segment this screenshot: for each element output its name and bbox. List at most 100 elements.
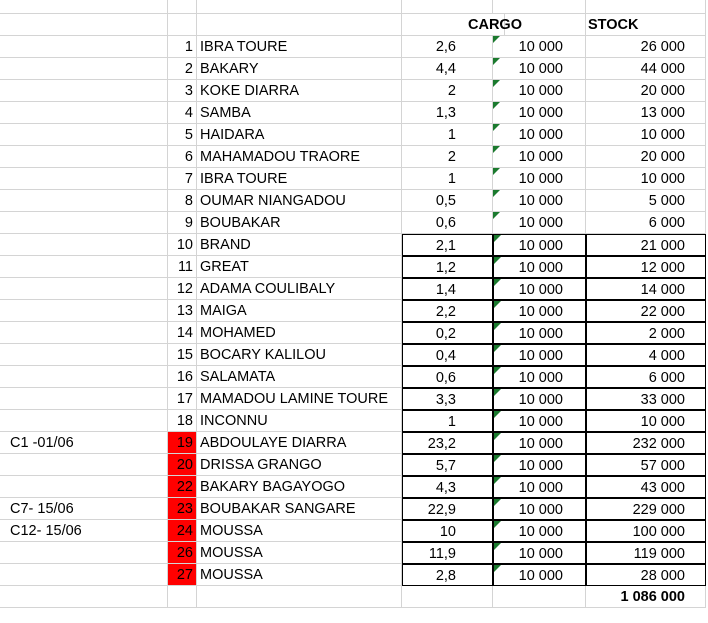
name-cell[interactable]: MOUSSA xyxy=(197,542,402,564)
cell[interactable] xyxy=(168,0,197,14)
stock-cell[interactable]: 20 000 xyxy=(586,146,706,168)
cargo-cell[interactable]: 10 000 xyxy=(493,564,586,586)
quantity-cell[interactable]: 2,6 xyxy=(402,36,493,58)
stock-cell[interactable]: 6 000 xyxy=(586,212,706,234)
cell[interactable] xyxy=(493,14,586,36)
row-label[interactable] xyxy=(0,212,168,234)
name-cell[interactable]: SALAMATA xyxy=(197,366,402,388)
quantity-cell[interactable]: 2,1 xyxy=(402,234,493,256)
row-number[interactable]: 16 xyxy=(168,366,197,388)
row-label[interactable] xyxy=(0,454,168,476)
row-number[interactable]: 3 xyxy=(168,80,197,102)
row-label[interactable] xyxy=(0,190,168,212)
row-number[interactable]: 22 xyxy=(168,476,197,498)
name-cell[interactable]: IBRA TOURE xyxy=(197,36,402,58)
row-label[interactable] xyxy=(0,564,168,586)
row-label[interactable] xyxy=(0,476,168,498)
quantity-cell[interactable]: 11,9 xyxy=(402,542,493,564)
cell[interactable] xyxy=(493,586,586,608)
quantity-cell[interactable]: 1 xyxy=(402,124,493,146)
stock-cell[interactable]: 2 000 xyxy=(586,322,706,344)
stock-cell[interactable]: 10 000 xyxy=(586,410,706,432)
row-number[interactable]: 10 xyxy=(168,234,197,256)
name-cell[interactable]: MOUSSA xyxy=(197,564,402,586)
quantity-cell[interactable]: 5,7 xyxy=(402,454,493,476)
cargo-cell[interactable]: 10 000 xyxy=(493,498,586,520)
name-cell[interactable]: BRAND xyxy=(197,234,402,256)
cell[interactable] xyxy=(586,0,706,14)
row-label[interactable] xyxy=(0,168,168,190)
row-number[interactable]: 5 xyxy=(168,124,197,146)
quantity-cell[interactable]: 22,9 xyxy=(402,498,493,520)
quantity-cell[interactable]: 1,2 xyxy=(402,256,493,278)
stock-cell[interactable]: 4 000 xyxy=(586,344,706,366)
row-label[interactable] xyxy=(0,366,168,388)
cargo-cell[interactable]: 10 000 xyxy=(493,454,586,476)
name-cell[interactable]: SAMBA xyxy=(197,102,402,124)
stock-cell[interactable]: 44 000 xyxy=(586,58,706,80)
stock-header[interactable]: STOCK xyxy=(586,14,706,36)
quantity-cell[interactable]: 4,3 xyxy=(402,476,493,498)
row-number[interactable]: 14 xyxy=(168,322,197,344)
row-label[interactable] xyxy=(0,36,168,58)
quantity-cell[interactable]: 0,6 xyxy=(402,212,493,234)
quantity-cell[interactable]: 1 xyxy=(402,410,493,432)
row-number[interactable]: 1 xyxy=(168,36,197,58)
stock-cell[interactable]: 6 000 xyxy=(586,366,706,388)
name-cell[interactable]: BAKARY xyxy=(197,58,402,80)
row-number[interactable]: 27 xyxy=(168,564,197,586)
row-label[interactable] xyxy=(0,542,168,564)
stock-cell[interactable]: 100 000 xyxy=(586,520,706,542)
quantity-cell[interactable]: 0,2 xyxy=(402,322,493,344)
stock-cell[interactable]: 13 000 xyxy=(586,102,706,124)
stock-cell[interactable]: 33 000 xyxy=(586,388,706,410)
quantity-cell[interactable]: 3,3 xyxy=(402,388,493,410)
row-label[interactable]: C7- 15/06 xyxy=(0,498,168,520)
row-number[interactable]: 9 xyxy=(168,212,197,234)
quantity-cell[interactable]: 2,2 xyxy=(402,300,493,322)
name-cell[interactable]: MOUSSA xyxy=(197,520,402,542)
cargo-cell[interactable]: 10 000 xyxy=(493,300,586,322)
cell[interactable] xyxy=(0,14,168,36)
quantity-cell[interactable]: 1 xyxy=(402,168,493,190)
row-number[interactable]: 24 xyxy=(168,520,197,542)
row-number[interactable]: 2 xyxy=(168,58,197,80)
stock-cell[interactable]: 232 000 xyxy=(586,432,706,454)
cell[interactable] xyxy=(197,14,402,36)
stock-cell[interactable]: 20 000 xyxy=(586,80,706,102)
name-cell[interactable]: INCONNU xyxy=(197,410,402,432)
name-cell[interactable]: BOCARY KALILOU xyxy=(197,344,402,366)
cell[interactable] xyxy=(197,0,402,14)
cargo-cell[interactable]: 10 000 xyxy=(493,476,586,498)
row-label[interactable] xyxy=(0,102,168,124)
name-cell[interactable]: KOKE DIARRA xyxy=(197,80,402,102)
cell[interactable] xyxy=(168,14,197,36)
stock-cell[interactable]: 21 000 xyxy=(586,234,706,256)
stock-total[interactable]: 1 086 000 xyxy=(586,586,706,608)
cell[interactable] xyxy=(402,586,493,608)
row-number[interactable]: 17 xyxy=(168,388,197,410)
row-label[interactable] xyxy=(0,146,168,168)
stock-cell[interactable]: 57 000 xyxy=(586,454,706,476)
cargo-cell[interactable]: 10 000 xyxy=(493,256,586,278)
stock-cell[interactable]: 119 000 xyxy=(586,542,706,564)
stock-cell[interactable]: 22 000 xyxy=(586,300,706,322)
stock-cell[interactable]: 28 000 xyxy=(586,564,706,586)
cargo-cell[interactable]: 10 000 xyxy=(493,322,586,344)
quantity-cell[interactable]: 1,4 xyxy=(402,278,493,300)
quantity-cell[interactable]: 2 xyxy=(402,80,493,102)
cargo-cell[interactable]: 10 000 xyxy=(493,520,586,542)
stock-cell[interactable]: 5 000 xyxy=(586,190,706,212)
row-label[interactable] xyxy=(0,410,168,432)
row-label[interactable] xyxy=(0,124,168,146)
row-number[interactable]: 8 xyxy=(168,190,197,212)
row-number[interactable]: 15 xyxy=(168,344,197,366)
name-cell[interactable]: OUMAR NIANGADOU xyxy=(197,190,402,212)
name-cell[interactable]: BAKARY BAGAYOGO xyxy=(197,476,402,498)
name-cell[interactable]: BOUBAKAR xyxy=(197,212,402,234)
stock-cell[interactable]: 12 000 xyxy=(586,256,706,278)
row-number[interactable]: 6 xyxy=(168,146,197,168)
quantity-cell[interactable]: 1,3 xyxy=(402,102,493,124)
name-cell[interactable]: MOHAMED xyxy=(197,322,402,344)
row-number[interactable]: 20 xyxy=(168,454,197,476)
